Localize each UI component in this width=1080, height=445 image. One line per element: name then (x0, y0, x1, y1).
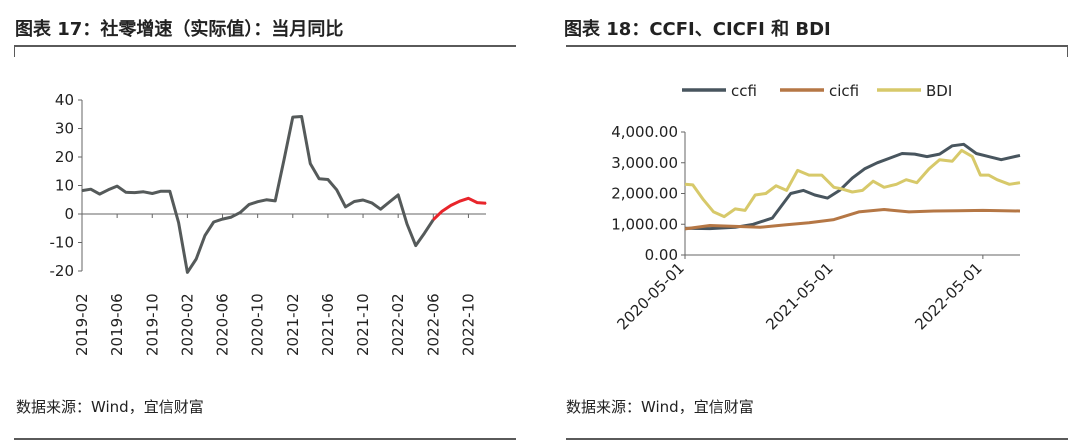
data-point (336, 189, 338, 191)
x-tick-label: 2021-02 (284, 293, 302, 356)
legend-label-bdi: BDI (926, 82, 952, 100)
data-point (459, 200, 461, 202)
x-tick-label: 2020-02 (178, 293, 196, 356)
y-tick-label: 1,000.00 (611, 215, 678, 233)
left-line-chart: -20 -10 0 10 20 30 40 2019-02 2019-06 2019-10 2020… (50, 91, 487, 356)
data-point (151, 192, 153, 195)
data-point (265, 199, 268, 201)
y-tick-label: 30 (55, 120, 74, 138)
x-tick-label: 2019-06 (108, 293, 126, 356)
data-point (204, 234, 206, 236)
data-point (397, 194, 399, 196)
data-point (432, 219, 434, 221)
left-chart-title: 图表 17：社零增速（实际值）：当月同比 (15, 19, 344, 40)
data-point (388, 201, 390, 203)
y-tick-label: 4,000.00 (611, 123, 678, 141)
data-point (283, 159, 285, 161)
left-source-note: 数据来源：Wind，宜信财富 (16, 398, 204, 416)
data-point (362, 199, 364, 201)
data-point (450, 204, 452, 207)
right-line-chart: 0.00 1,000.00 2,000.00 3,000.00 4,000.00 2020… (611, 82, 1021, 333)
x-tick-label: 2019-02 (73, 293, 91, 356)
y-tick-label: 0.00 (645, 246, 678, 264)
data-point (98, 193, 101, 195)
data-point (441, 210, 443, 212)
right-source-note: 数据来源：Wind，宜信财富 (566, 398, 754, 416)
data-point (353, 200, 355, 203)
data-point (195, 258, 197, 260)
x-tick-label: 2022-02 (389, 293, 407, 356)
data-point (318, 178, 320, 180)
data-point (406, 223, 408, 225)
x-tick-label: 2022-10 (459, 293, 477, 356)
y-tick-label: -20 (50, 262, 75, 280)
data-point (221, 218, 224, 220)
data-point (230, 216, 232, 218)
data-point (178, 221, 180, 224)
series-line-cicfi (684, 208, 1021, 231)
data-point (90, 188, 92, 190)
data-point (81, 190, 83, 192)
data-point (292, 116, 294, 118)
series-line-retail-yoy (81, 115, 435, 274)
y-tick-label: 2,000.00 (611, 185, 678, 203)
series-line-bdi (684, 148, 1021, 219)
x-tick-label: 2021-10 (354, 293, 372, 356)
legend-label-ccfi: ccfi (731, 82, 757, 100)
right-chart-title: 图表 18：CCFI、CICFI 和 BDI (564, 19, 831, 40)
y-tick-label: -10 (50, 234, 75, 252)
y-tick-label: 10 (55, 177, 74, 195)
y-tick-label: 0 (64, 205, 74, 223)
x-tick-label: 2021-06 (319, 293, 337, 356)
data-point (380, 208, 382, 210)
data-point (248, 203, 250, 206)
x-tick-label: 2020-05-01 (613, 259, 687, 333)
title-divider (566, 45, 1068, 47)
legend-label-cicfi: cicfi (829, 82, 859, 100)
x-tick-label: 2020-06 (214, 293, 232, 356)
data-point (274, 200, 276, 202)
data-point (415, 245, 417, 247)
x-tick-label: 2022-05-01 (911, 259, 985, 333)
x-tick-label: 2022-06 (424, 293, 442, 356)
data-point (186, 271, 188, 274)
title-divider (14, 45, 516, 47)
x-tick-label: 2020-10 (249, 293, 267, 356)
left-chart-panel: 图表 17：社零增速（实际值）：当月同比 -20 -10 0 10 20 30 40 2019… (0, 0, 528, 445)
data-point (423, 232, 426, 234)
data-point (239, 211, 241, 214)
y-tick-label: 40 (55, 91, 74, 109)
divider-tick (1067, 45, 1068, 57)
data-point (116, 185, 118, 187)
data-point (327, 178, 329, 181)
series-line-ccfi (684, 142, 1021, 231)
y-tick-label: 20 (55, 148, 74, 166)
data-point (134, 192, 136, 194)
data-point (142, 191, 145, 193)
data-point (257, 201, 259, 203)
x-tick-label: 2021-05-01 (762, 259, 836, 333)
right-chart-panel: 图表 18：CCFI、CICFI 和 BDI 0.00 1,000.00 2,000… (552, 0, 1080, 445)
bottom-divider (14, 438, 516, 440)
data-point (125, 191, 127, 193)
divider-tick (14, 45, 15, 57)
data-point (169, 190, 171, 192)
data-point (213, 221, 215, 223)
data-point (476, 202, 478, 204)
data-point (371, 202, 373, 204)
data-point (309, 162, 311, 165)
data-point (300, 115, 303, 118)
data-point (467, 197, 470, 199)
x-tick-label: 2019-10 (143, 293, 161, 356)
y-tick-label: 3,000.00 (611, 154, 678, 172)
bottom-divider (566, 438, 1068, 440)
data-point (160, 190, 162, 192)
data-point (107, 189, 109, 191)
data-point (485, 202, 487, 204)
data-point (344, 206, 347, 208)
